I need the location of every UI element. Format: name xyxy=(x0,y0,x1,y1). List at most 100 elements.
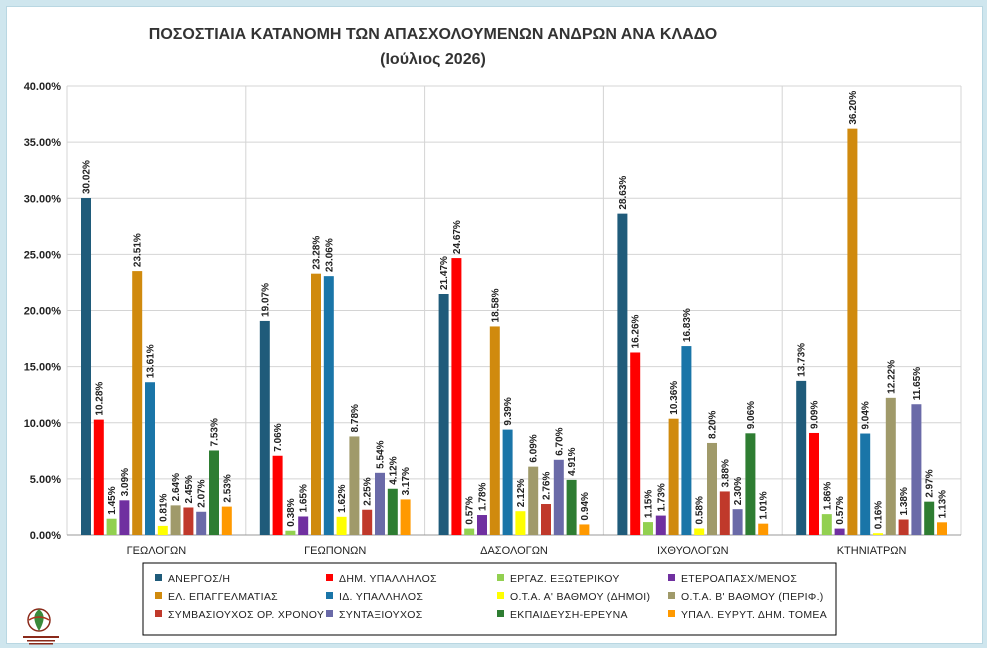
legend-swatch xyxy=(497,592,504,599)
bar xyxy=(145,382,155,535)
data-label: 4.12% xyxy=(388,456,399,484)
data-label: 23.28% xyxy=(312,236,323,270)
data-label: 5.54% xyxy=(376,440,387,468)
data-label: 6.70% xyxy=(554,427,565,455)
bar xyxy=(911,404,922,535)
data-label: 1.01% xyxy=(759,491,770,519)
bar xyxy=(617,213,628,536)
chart-grid xyxy=(66,85,962,536)
y-axis-ticks: 0.00% 5.00% 10.00% 15.00% 20.00% 25.00% 30.00%… xyxy=(24,81,62,542)
legend-label: Ο.Τ.Α. Β' ΒΑΘΜΟΥ (ΠΕΡΙΦ.) xyxy=(681,591,824,603)
bar xyxy=(298,516,309,535)
bar xyxy=(438,293,449,535)
data-label: 2.45% xyxy=(184,475,195,503)
chart-legend: ΑΝΕΡΓΟΣ/Η ΔΗΜ. ΥΠΑΛΛΗΛΟΣ ΕΡΓΑΖ. ΕΞΩΤΕΡΙΚΟΥ… xyxy=(142,562,837,636)
data-label: 18.58% xyxy=(490,288,501,322)
legend-label: ΕΚΠΑΙΔΕΥΣΗ-ΕΡΕΥΝΑ xyxy=(510,609,628,621)
x-category-label: ΓΕΩΠΟΝΩΝ xyxy=(304,545,366,557)
bar xyxy=(796,380,807,535)
data-label: 12.22% xyxy=(886,360,897,394)
data-label: 7.53% xyxy=(210,418,221,446)
bar xyxy=(809,432,819,535)
bar xyxy=(541,504,551,535)
legend-label: ΣΥΜΒΑΣΙΟΥΧΟΣ ΟΡ. ΧΡΟΝΟΥ xyxy=(168,609,324,621)
data-label: 2.64% xyxy=(171,473,182,501)
y-tick-label: 35.00% xyxy=(24,137,62,149)
legend-swatch xyxy=(326,592,333,599)
legend-label: ΣΥΝΤΑΞΙΟΥΧΟΣ xyxy=(339,609,423,621)
legend-swatch xyxy=(155,574,162,581)
chart-frame: ΠΟΣΟΣΤΙΑΙΑ ΚΑΤΑΝΟΜΗ ΤΩΝ ΑΠΑΣΧΟΛΟΥΜΕΝΩΝ Α… xyxy=(6,6,983,645)
legend-swatch xyxy=(497,574,504,581)
y-tick-label: 40.00% xyxy=(24,81,62,93)
legend-swatch xyxy=(155,592,162,599)
legend-swatch xyxy=(668,610,675,617)
data-label: 2.76% xyxy=(542,472,553,500)
data-label: 19.07% xyxy=(260,283,271,317)
bar xyxy=(681,346,692,535)
bar xyxy=(655,515,666,535)
bar xyxy=(630,352,641,535)
data-label: 1.86% xyxy=(822,482,833,510)
data-label: 9.39% xyxy=(503,397,514,425)
data-label: 1.78% xyxy=(478,483,489,511)
bar xyxy=(694,528,705,535)
bar xyxy=(451,258,462,535)
data-label: 2.12% xyxy=(516,479,527,507)
data-label: 0.58% xyxy=(695,496,706,524)
data-label: 28.63% xyxy=(618,176,629,210)
data-label: 2.97% xyxy=(925,469,936,497)
x-category-label: ΙΧΘΥΟΛΟΓΩΝ xyxy=(657,545,729,557)
bar xyxy=(719,491,730,535)
chart-title: ΠΟΣΟΣΤΙΑΙΑ ΚΑΤΑΝΟΜΗ ΤΩΝ ΑΠΑΣΧΟΛΟΥΜΕΝΩΝ Α… xyxy=(149,26,717,43)
bar xyxy=(873,533,883,535)
legend-label: Ο.Τ.Α. Α' ΒΑΘΜΟΥ (ΔΗΜΟΙ) xyxy=(510,591,650,603)
legend-label: ΑΝΕΡΓΟΣ/Η xyxy=(168,573,230,585)
data-label: 23.51% xyxy=(133,233,144,267)
data-label: 3.17% xyxy=(401,467,412,495)
data-label: 2.07% xyxy=(197,479,208,507)
data-label: 2.53% xyxy=(222,474,233,502)
data-label: 11.65% xyxy=(912,367,923,400)
data-label: 9.06% xyxy=(746,401,757,429)
bar xyxy=(170,505,181,535)
data-label: 1.73% xyxy=(656,483,667,511)
bar xyxy=(119,500,130,535)
data-label: 2.25% xyxy=(363,477,374,505)
legend-swatch xyxy=(326,610,333,617)
bar xyxy=(566,479,577,535)
bar xyxy=(272,455,283,535)
data-label: 13.73% xyxy=(797,343,808,377)
y-tick-label: 10.00% xyxy=(24,418,62,430)
data-label: 16.83% xyxy=(682,308,693,342)
bar xyxy=(336,516,347,535)
bar xyxy=(515,511,526,535)
y-tick-label: 5.00% xyxy=(30,474,61,486)
legend-label: ΕΡΓΑΖ. ΕΞΩΤΕΡΙΚΟΥ xyxy=(510,573,620,585)
data-label: 9.04% xyxy=(861,401,872,429)
chart-bars xyxy=(81,128,947,536)
data-label: 30.02% xyxy=(82,160,93,194)
legend-swatch xyxy=(668,574,675,581)
legend-label: ΔΗΜ. ΥΠΑΛΛΗΛΟΣ xyxy=(339,573,437,585)
bar xyxy=(937,522,947,535)
data-label: 1.38% xyxy=(899,487,910,515)
data-label: 8.78% xyxy=(350,404,361,432)
bar xyxy=(821,514,832,535)
bar xyxy=(489,326,500,535)
data-label: 0.57% xyxy=(835,496,846,524)
bar xyxy=(362,509,373,535)
bar xyxy=(81,198,91,535)
data-label: 8.20% xyxy=(708,410,719,438)
data-label: 3.09% xyxy=(120,468,131,496)
data-label: 1.13% xyxy=(938,490,949,518)
data-labels: 30.02%10.28%1.45%3.09%23.51%13.61%0.81%2… xyxy=(82,91,949,530)
data-label: 6.09% xyxy=(529,434,540,462)
legend-box xyxy=(142,562,837,636)
data-label: 1.65% xyxy=(299,484,310,512)
data-label: 10.28% xyxy=(94,382,105,416)
x-category-label: ΚΤΗΝΙΑΤΡΩΝ xyxy=(837,545,907,557)
legend-label: ΙΔ. ΥΠΑΛΛΗΛΟΣ xyxy=(339,591,423,603)
bar xyxy=(707,442,717,535)
bar xyxy=(400,499,411,535)
